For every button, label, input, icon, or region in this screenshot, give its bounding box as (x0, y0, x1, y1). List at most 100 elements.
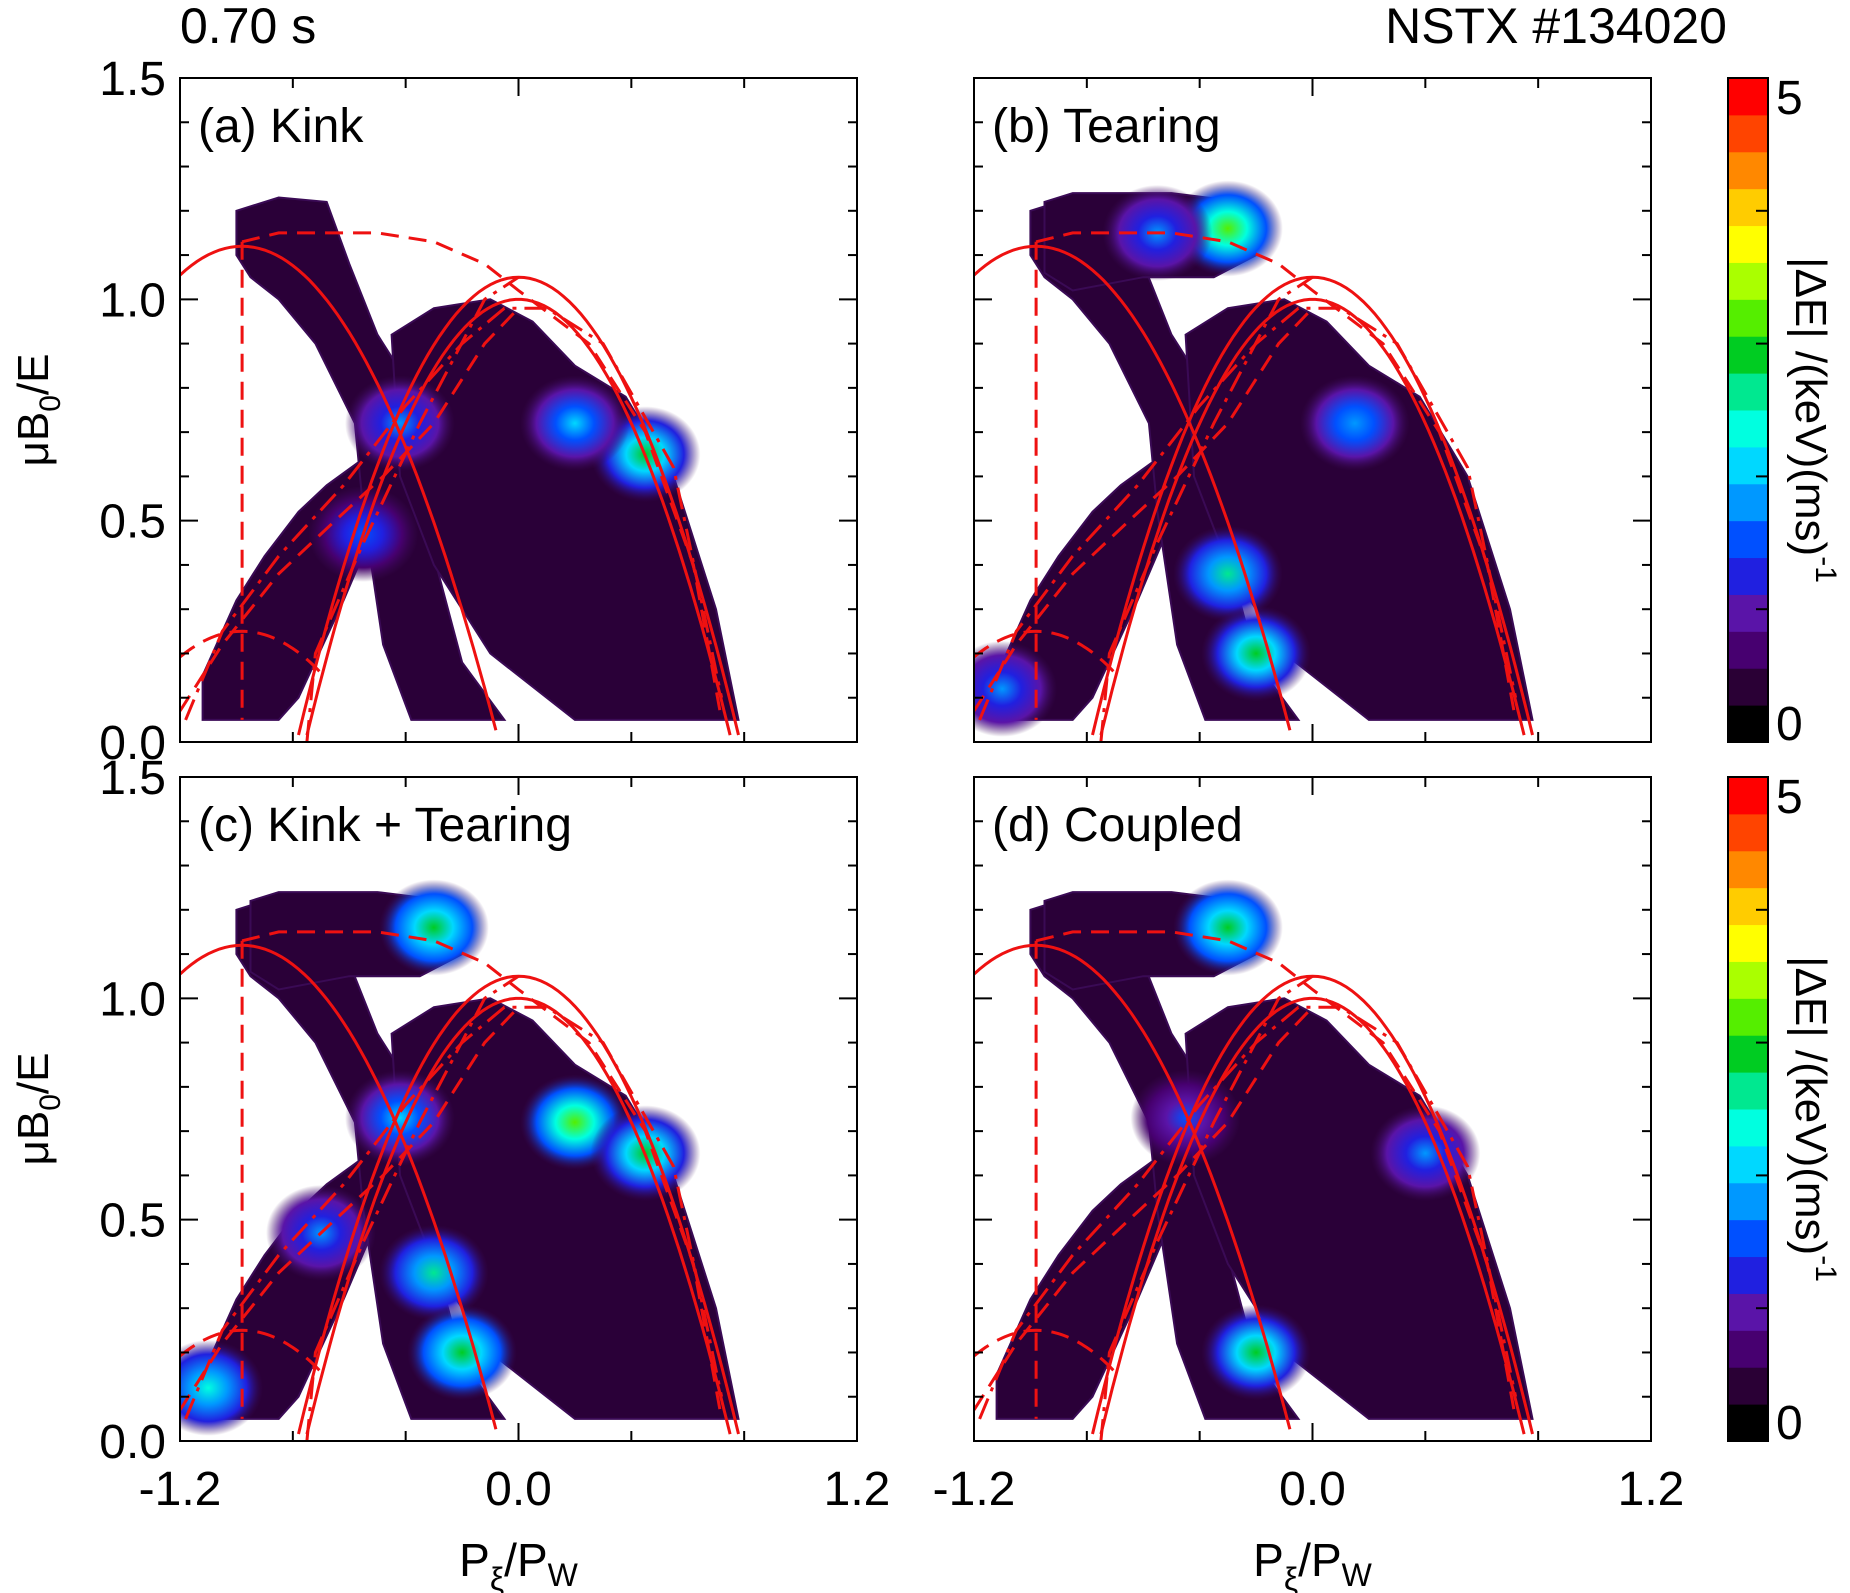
y-tick-label: 0.5 (99, 496, 166, 549)
orbit-boundary-dash-dot (1099, 275, 1314, 742)
x-axis-label: Pξ/PW (459, 1534, 578, 1593)
colorbar-tick-label: 5 (1776, 771, 1803, 824)
colorbar-segment (1728, 1404, 1768, 1442)
colorbar-segment (1728, 1367, 1768, 1405)
density-hotspot (345, 375, 456, 472)
colorbar-segment (1728, 924, 1768, 962)
x-tick-label: -1.2 (933, 1463, 1016, 1516)
density-hotspot (519, 375, 630, 472)
density-hotspot (378, 879, 489, 976)
colorbar-segment (1728, 520, 1768, 559)
density-hotspot (1201, 1304, 1312, 1401)
colorbar-segment (1728, 410, 1768, 448)
shot-number-label: NSTX #134020 (1385, 0, 1727, 54)
orbit-boundary-solid (180, 244, 498, 731)
x-tick-label: 1.2 (1618, 1463, 1685, 1516)
colorbar-label: |ΔE| /(keV)(ms)-1 (1786, 956, 1842, 1282)
orbit-boundary-solid (1099, 297, 1526, 736)
orbit-boundary-dash-dot (1099, 974, 1314, 1441)
colorbar-segment (1728, 961, 1768, 999)
colorbar: 0 5 |ΔE| /(keV)(ms)-1 (1727, 72, 1842, 751)
orbit-boundary-solid (974, 244, 1292, 731)
orbit-boundary-dashed (1035, 930, 1518, 1420)
orbit-boundary-dashed (1035, 231, 1518, 721)
density-hotspot (407, 1304, 518, 1401)
x-axis-label: Pξ/PW (1253, 1534, 1372, 1593)
colorbar-segment (1728, 1035, 1768, 1073)
density-hotspot (1299, 375, 1410, 472)
colorbar-segment (1728, 1330, 1768, 1368)
density-hotspot (180, 1339, 264, 1436)
y-tick-label: 1.5 (99, 752, 166, 805)
colorbar-segment (1728, 1293, 1768, 1331)
density-hotspot (1201, 605, 1312, 702)
colorbar-segment (1728, 262, 1768, 300)
colorbar-segment (1728, 1182, 1768, 1221)
y-axis-label: μB0/E (9, 1053, 67, 1166)
orbit-boundary-solid (180, 943, 498, 1430)
y-axis-label: μB0/E (9, 354, 67, 467)
colorbar-segment (1728, 1072, 1768, 1110)
y-tick-label: 1.0 (99, 274, 166, 327)
orbit-boundary-dashed (180, 629, 323, 675)
density-hotspot (974, 640, 1058, 737)
colorbar-segment (1728, 1145, 1768, 1184)
colorbar-segment (1728, 299, 1768, 337)
orbit-boundary-solid (1099, 996, 1526, 1435)
y-tick-label: 1.5 (99, 53, 166, 106)
colorbar-segment (1728, 1256, 1768, 1294)
density-hotspot (1172, 879, 1283, 976)
orbit-boundary-solid (305, 996, 732, 1435)
colorbar-segment (1728, 777, 1768, 815)
orbit-boundary-dashed (241, 930, 724, 1420)
colorbar-label: |ΔE| /(keV)(ms)-1 (1786, 257, 1842, 583)
panel-label: (a) Kink (198, 100, 364, 153)
colorbar-segment (1728, 998, 1768, 1036)
panel-label: (b) Tearing (992, 100, 1221, 153)
x-tick-label: 0.0 (1279, 1463, 1346, 1516)
density-hotspot (1370, 1105, 1481, 1202)
colorbar-segment (1728, 114, 1768, 153)
panel-d: (d) Coupled -1.2 0.0 1.2 Pξ/PW (933, 776, 1685, 1593)
x-tick-label: -1.2 (139, 1463, 222, 1516)
orbit-boundary-solid (974, 943, 1292, 1430)
y-tick-label: 0.0 (99, 717, 166, 770)
density-region (995, 1156, 1179, 1420)
colorbar-segment (1728, 483, 1768, 522)
colorbar-segment (1728, 188, 1768, 227)
panel-a: (a) Kink 0.0 0.5 1.0 1.5 μB0/E (9, 53, 858, 770)
plot-area (180, 879, 740, 1441)
y-tick-label: 1.0 (99, 973, 166, 1026)
colorbar-frame (1727, 776, 1769, 1442)
y-tick-label: 0.0 (99, 1416, 166, 1469)
orbit-boundary-dashed (974, 1328, 1117, 1374)
time-label: 0.70 s (180, 0, 317, 54)
panel-label: (d) Coupled (992, 799, 1243, 852)
colorbar-segment (1728, 705, 1768, 743)
colorbar-segment (1728, 1219, 1768, 1258)
colorbar-segment (1728, 631, 1768, 669)
density-hotspot (345, 1069, 456, 1166)
panel-label: (c) Kink + Tearing (198, 799, 572, 852)
orbit-boundary-dashed (180, 1328, 323, 1374)
colorbar-tick-label: 5 (1776, 72, 1803, 125)
colorbar-segment (1728, 594, 1768, 632)
colorbar-segment (1728, 813, 1768, 852)
x-tick-label: 1.2 (824, 1463, 891, 1516)
x-tick-label: 0.0 (485, 1463, 552, 1516)
colorbar-segment (1728, 151, 1768, 190)
colorbar-segment (1728, 557, 1768, 595)
density-hotspot (1172, 525, 1283, 622)
panel-b: (b) Tearing (973, 77, 1652, 743)
plot-area (974, 180, 1534, 742)
orbit-boundary-dash-dot (305, 974, 520, 1441)
orbit-boundary-solid (305, 297, 732, 736)
orbit-boundary-dashed (974, 629, 1117, 675)
colorbar-segment (1728, 850, 1768, 889)
colorbar-segment (1728, 78, 1768, 116)
density-hotspot (378, 1224, 489, 1321)
colorbar-segment (1728, 887, 1768, 926)
colorbar-tick-label: 0 (1776, 1397, 1803, 1450)
